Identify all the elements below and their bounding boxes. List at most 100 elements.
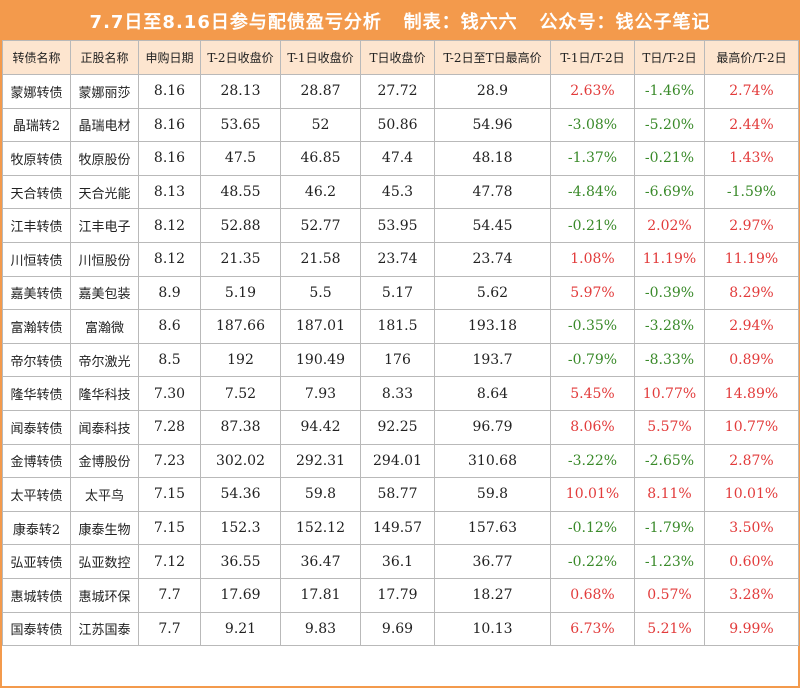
table-cell: 8.29%: [704, 275, 799, 311]
table-cell: 11.19%: [704, 241, 799, 277]
table-cell: 53.95: [360, 208, 435, 243]
table-cell: 2.02%: [634, 208, 705, 243]
table-cell: 11.19%: [634, 241, 705, 277]
table-cell: 蒙娜转债: [2, 74, 71, 109]
table-cell: 5.17: [360, 275, 435, 311]
table-cell: 8.5: [138, 342, 201, 378]
table-cell: 152.12: [280, 510, 361, 546]
table-cell: 181.5: [360, 309, 435, 344]
table-cell: 5.97%: [550, 275, 635, 311]
table-cell: 36.1: [360, 544, 435, 579]
table-cell: 36.47: [280, 544, 361, 579]
column-header: 转债名称: [2, 40, 71, 75]
table-cell: 8.16: [138, 107, 201, 143]
table-cell: 36.55: [200, 544, 281, 579]
table-cell: -3.08%: [550, 107, 635, 143]
table-cell: 弘亚转债: [2, 544, 71, 579]
table-cell: 7.93: [280, 376, 361, 411]
table-cell: 惠城转债: [2, 577, 71, 613]
table-cell: 23.74: [434, 241, 551, 277]
table-cell: 7.12: [138, 544, 201, 579]
column-header: 申购日期: [138, 40, 201, 75]
table-cell: -1.79%: [634, 510, 705, 546]
column-header: T日/T-2日: [634, 40, 705, 75]
table-cell: 8.9: [138, 275, 201, 311]
header-row: 转债名称 正股名称 申购日期 T-2日收盘价 T-1日收盘价 T日收盘价 T-2…: [2, 40, 799, 75]
table-cell: 54.45: [434, 208, 551, 243]
table-cell: 50.86: [360, 107, 435, 143]
table-cell: 8.13: [138, 174, 201, 210]
page-title: 7.7日至8.16日参与配债盈亏分析 制表：钱六六 公众号：钱公子笔记: [2, 2, 798, 40]
table-cell: 川恒股份: [70, 241, 139, 277]
table-row: 晶瑞转2 晶瑞电材 8.16 53.65 52 50.86 54.96 -3.08% -5.20…: [2, 107, 799, 143]
table-cell: 晶瑞转2: [2, 107, 71, 143]
table-cell: 0.68%: [550, 577, 635, 613]
table-cell: 隆华科技: [70, 376, 139, 411]
table-cell: -0.79%: [550, 342, 635, 378]
table-cell: 46.85: [280, 141, 361, 176]
table-cell: -0.12%: [550, 510, 635, 546]
table-cell: -6.69%: [634, 174, 705, 210]
table-cell: 9.99%: [704, 611, 799, 647]
table-row: 富瀚转债 富瀚微 8.6 187.66 187.01 181.5 193.18 -0.35% -…: [2, 309, 799, 344]
table-cell: 2.74%: [704, 74, 799, 109]
table-row: 嘉美转债 嘉美包装 8.9 5.19 5.5 5.17 5.62 5.97% -0.39% 8.2…: [2, 275, 799, 311]
table-cell: 187.66: [200, 309, 281, 344]
table-cell: 10.01%: [550, 477, 635, 512]
table-cell: 17.79: [360, 577, 435, 613]
table-cell: -1.37%: [550, 141, 635, 176]
table-cell: 康泰生物: [70, 510, 139, 546]
table-cell: 2.44%: [704, 107, 799, 143]
table-cell: -0.21%: [634, 141, 705, 176]
table-cell: 6.73%: [550, 611, 635, 647]
table-cell: 47.4: [360, 141, 435, 176]
table-row: 惠城转债 惠城环保 7.7 17.69 17.81 17.79 18.27 0.68% 0.57…: [2, 577, 799, 613]
table-cell: 8.06%: [550, 409, 635, 445]
table-cell: -1.23%: [634, 544, 705, 579]
table-cell: 176: [360, 342, 435, 378]
table-cell: 23.74: [360, 241, 435, 277]
column-header: T-2日至T日最高价: [434, 40, 551, 75]
table-cell: 10.77%: [634, 376, 705, 411]
table-cell: 0.60%: [704, 544, 799, 579]
table-cell: 52.88: [200, 208, 281, 243]
table-cell: 江苏国泰: [70, 611, 139, 647]
table-cell: 7.7: [138, 611, 201, 647]
table-row: 蒙娜转债 蒙娜丽莎 8.16 28.13 28.87 27.72 28.9 2.63% -1.4…: [2, 74, 799, 109]
table-row: 闻泰转债 闻泰科技 7.28 87.38 94.42 92.25 96.79 8.06% 5.5…: [2, 409, 799, 445]
table-cell: 晶瑞电材: [70, 107, 139, 143]
table-cell: 8.16: [138, 141, 201, 176]
table-row: 康泰转2 康泰生物 7.15 152.3 152.12 149.57 157.63 -0.12…: [2, 510, 799, 546]
table-cell: 闻泰科技: [70, 409, 139, 445]
table-row: 牧原转债 牧原股份 8.16 47.5 46.85 47.4 48.18 -1.37% -0.2…: [2, 141, 799, 176]
table-cell: 46.2: [280, 174, 361, 210]
column-header: T-1日/T-2日: [550, 40, 635, 75]
table-cell: 2.97%: [704, 208, 799, 243]
table-cell: 嘉美包装: [70, 275, 139, 311]
table-cell: 54.36: [200, 477, 281, 512]
table-cell: 5.19: [200, 275, 281, 311]
table-cell: 10.13: [434, 611, 551, 647]
table-cell: 8.64: [434, 376, 551, 411]
table-cell: 54.96: [434, 107, 551, 143]
table-cell: -1.59%: [704, 174, 799, 210]
table-cell: 3.50%: [704, 510, 799, 546]
table-cell: 9.69: [360, 611, 435, 647]
table-cell: 帝尔转债: [2, 342, 71, 378]
table-cell: 17.81: [280, 577, 361, 613]
table-cell: 3.28%: [704, 577, 799, 613]
table-cell: 7.15: [138, 477, 201, 512]
table-cell: 川恒转债: [2, 241, 71, 277]
table-cell: 1.08%: [550, 241, 635, 277]
table-cell: 92.25: [360, 409, 435, 445]
table-cell: 292.31: [280, 443, 361, 479]
table-cell: 21.58: [280, 241, 361, 277]
table-cell: 8.12: [138, 208, 201, 243]
table-cell: 302.02: [200, 443, 281, 479]
table-cell: 8.12: [138, 241, 201, 277]
table-cell: 5.45%: [550, 376, 635, 411]
column-header: T-2日收盘价: [200, 40, 281, 75]
table-cell: -0.39%: [634, 275, 705, 311]
table-cell: 10.77%: [704, 409, 799, 445]
table-cell: 28.13: [200, 74, 281, 109]
